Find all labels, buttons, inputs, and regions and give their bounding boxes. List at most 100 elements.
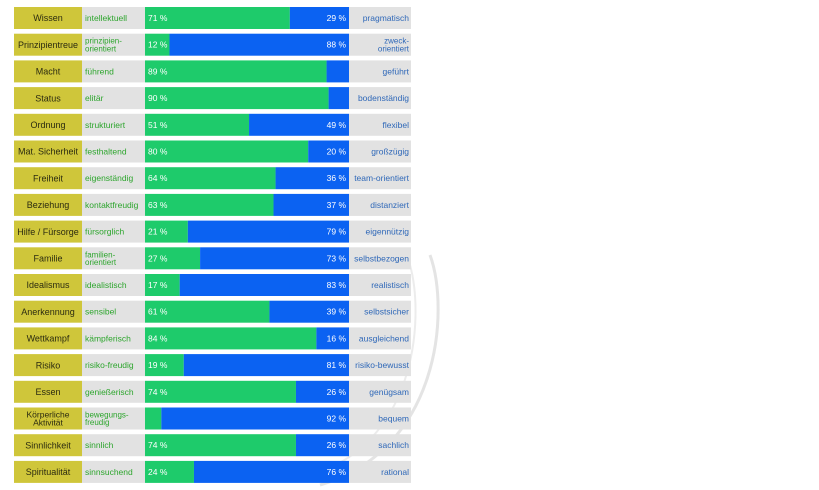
- right-pole-label: selbstsicher: [364, 307, 409, 317]
- bar-right-segment: [269, 300, 349, 323]
- category-label: Idealismus: [26, 280, 70, 290]
- right-pole-cell: [349, 380, 411, 403]
- category-cell: [14, 434, 82, 457]
- left-percent-label: 80 %: [148, 146, 168, 156]
- right-pole-cell: [349, 113, 411, 136]
- right-pole-label: pragmatisch: [363, 13, 410, 23]
- right-pole-cell: [349, 247, 411, 270]
- left-pole-cell: [82, 380, 145, 403]
- bar-left-segment: [145, 87, 329, 110]
- bar-left-segment: [145, 247, 201, 270]
- right-percent-label: 29 %: [327, 13, 347, 23]
- bar-right-segment: [295, 380, 349, 403]
- right-percent-label: 36 %: [327, 173, 347, 183]
- left-pole-cell: [82, 220, 145, 243]
- left-pole-label: risiko-freudig: [85, 360, 134, 370]
- bar-left-segment: [145, 33, 170, 56]
- right-percent-label: 76 %: [327, 467, 347, 477]
- bar-left-segment: [145, 167, 276, 190]
- right-percent-label: 49 %: [327, 120, 347, 130]
- right-pole-cell: [349, 60, 411, 83]
- bar-left-segment: [145, 460, 194, 483]
- category-cell: [14, 60, 82, 83]
- category-cell: [14, 87, 82, 110]
- right-pole-label: bodenständig: [358, 93, 409, 103]
- left-percent-label: 71 %: [148, 13, 168, 23]
- left-percent-label: 12 %: [148, 40, 168, 50]
- left-percent-label: 74 %: [148, 440, 168, 450]
- left-pole-label: fürsorglich: [85, 227, 124, 237]
- right-pole-cell: [349, 300, 411, 323]
- left-pole-cell: [82, 327, 145, 350]
- category-label: Wettkampf: [27, 334, 70, 344]
- left-pole-label: sinnlich: [85, 440, 114, 450]
- category-label: Sinnlichkeit: [25, 440, 71, 450]
- left-pole-label: festhaltend: [85, 146, 127, 156]
- bar-right-segment: [169, 33, 349, 56]
- category-label: Prinzipientreue: [18, 40, 78, 50]
- left-percent-label: 27 %: [148, 253, 168, 263]
- right-pole-cell: [349, 327, 411, 350]
- left-pole-cell: [82, 87, 145, 110]
- left-percent-label: 89 %: [148, 66, 168, 76]
- right-pole-cell: [349, 140, 411, 163]
- right-percent-label: 20 %: [327, 146, 347, 156]
- left-pole-label: sensibel: [85, 307, 116, 317]
- right-pole-cell: [349, 354, 411, 377]
- bar-left-segment: [145, 407, 162, 430]
- left-pole-cell: [82, 407, 145, 430]
- right-pole-label: risiko-bewusst: [355, 360, 409, 370]
- category-label: Mat. Sicherheit: [18, 147, 79, 157]
- bar-left-segment: [145, 140, 309, 163]
- right-pole-label: distanziert: [370, 200, 409, 210]
- bar-right-segment: [187, 220, 349, 243]
- right-percent-label: 88 %: [327, 40, 347, 50]
- right-pole-label: bequem: [378, 413, 409, 423]
- category-cell: [14, 300, 82, 323]
- left-pole-cell: [82, 193, 145, 216]
- bar-right-segment: [316, 327, 349, 350]
- right-pole-cell: [349, 434, 411, 457]
- right-percent-label: 26 %: [327, 440, 347, 450]
- bar-right-segment: [295, 434, 349, 457]
- category-label: Macht: [36, 67, 61, 77]
- right-percent-label: 79 %: [327, 227, 347, 237]
- right-pole-label: team-orientiert: [354, 173, 409, 183]
- left-pole-cell: [82, 60, 145, 83]
- category-label: Status: [35, 93, 61, 103]
- left-pole-label: genießerisch: [85, 387, 134, 397]
- right-pole-cell: [349, 460, 411, 483]
- right-pole-label: genügsam: [369, 387, 409, 397]
- bar-left-segment: [145, 193, 274, 216]
- right-pole-cell: [349, 167, 411, 190]
- bar-right-segment: [183, 354, 349, 377]
- bar-left-segment: [145, 274, 180, 296]
- category-label: Wissen: [33, 13, 63, 23]
- watermark-arc-inner: [309, 264, 417, 476]
- bar-left-segment: [145, 7, 290, 29]
- category-cell: [14, 140, 82, 163]
- right-percent-label: 39 %: [327, 307, 347, 317]
- left-percent-label: 90 %: [148, 93, 168, 103]
- category-label: Beziehung: [27, 200, 70, 210]
- right-percent-label: 26 %: [327, 387, 347, 397]
- left-pole-label: kontaktfreudig: [85, 200, 139, 210]
- category-cell: [14, 274, 82, 296]
- bar-right-segment: [249, 113, 349, 136]
- right-pole-label: sachlich: [378, 440, 409, 450]
- right-pole-cell: [349, 193, 411, 216]
- bar-right-segment: [193, 460, 349, 483]
- category-label: Familie: [33, 253, 62, 263]
- right-percent-label: 73 %: [327, 253, 347, 263]
- left-percent-label: 21 %: [148, 227, 168, 237]
- category-label: Risiko: [36, 360, 61, 370]
- bar-right-segment: [273, 193, 349, 216]
- left-pole-label: familien-orientiert: [85, 250, 117, 267]
- category-cell: [14, 460, 82, 483]
- left-pole-cell: [82, 167, 145, 190]
- bar-left-segment: [145, 380, 296, 403]
- category-label: Essen: [35, 387, 60, 397]
- left-pole-cell: [82, 274, 145, 296]
- left-percent-label: 17 %: [148, 280, 168, 290]
- bar-right-segment: [161, 407, 349, 430]
